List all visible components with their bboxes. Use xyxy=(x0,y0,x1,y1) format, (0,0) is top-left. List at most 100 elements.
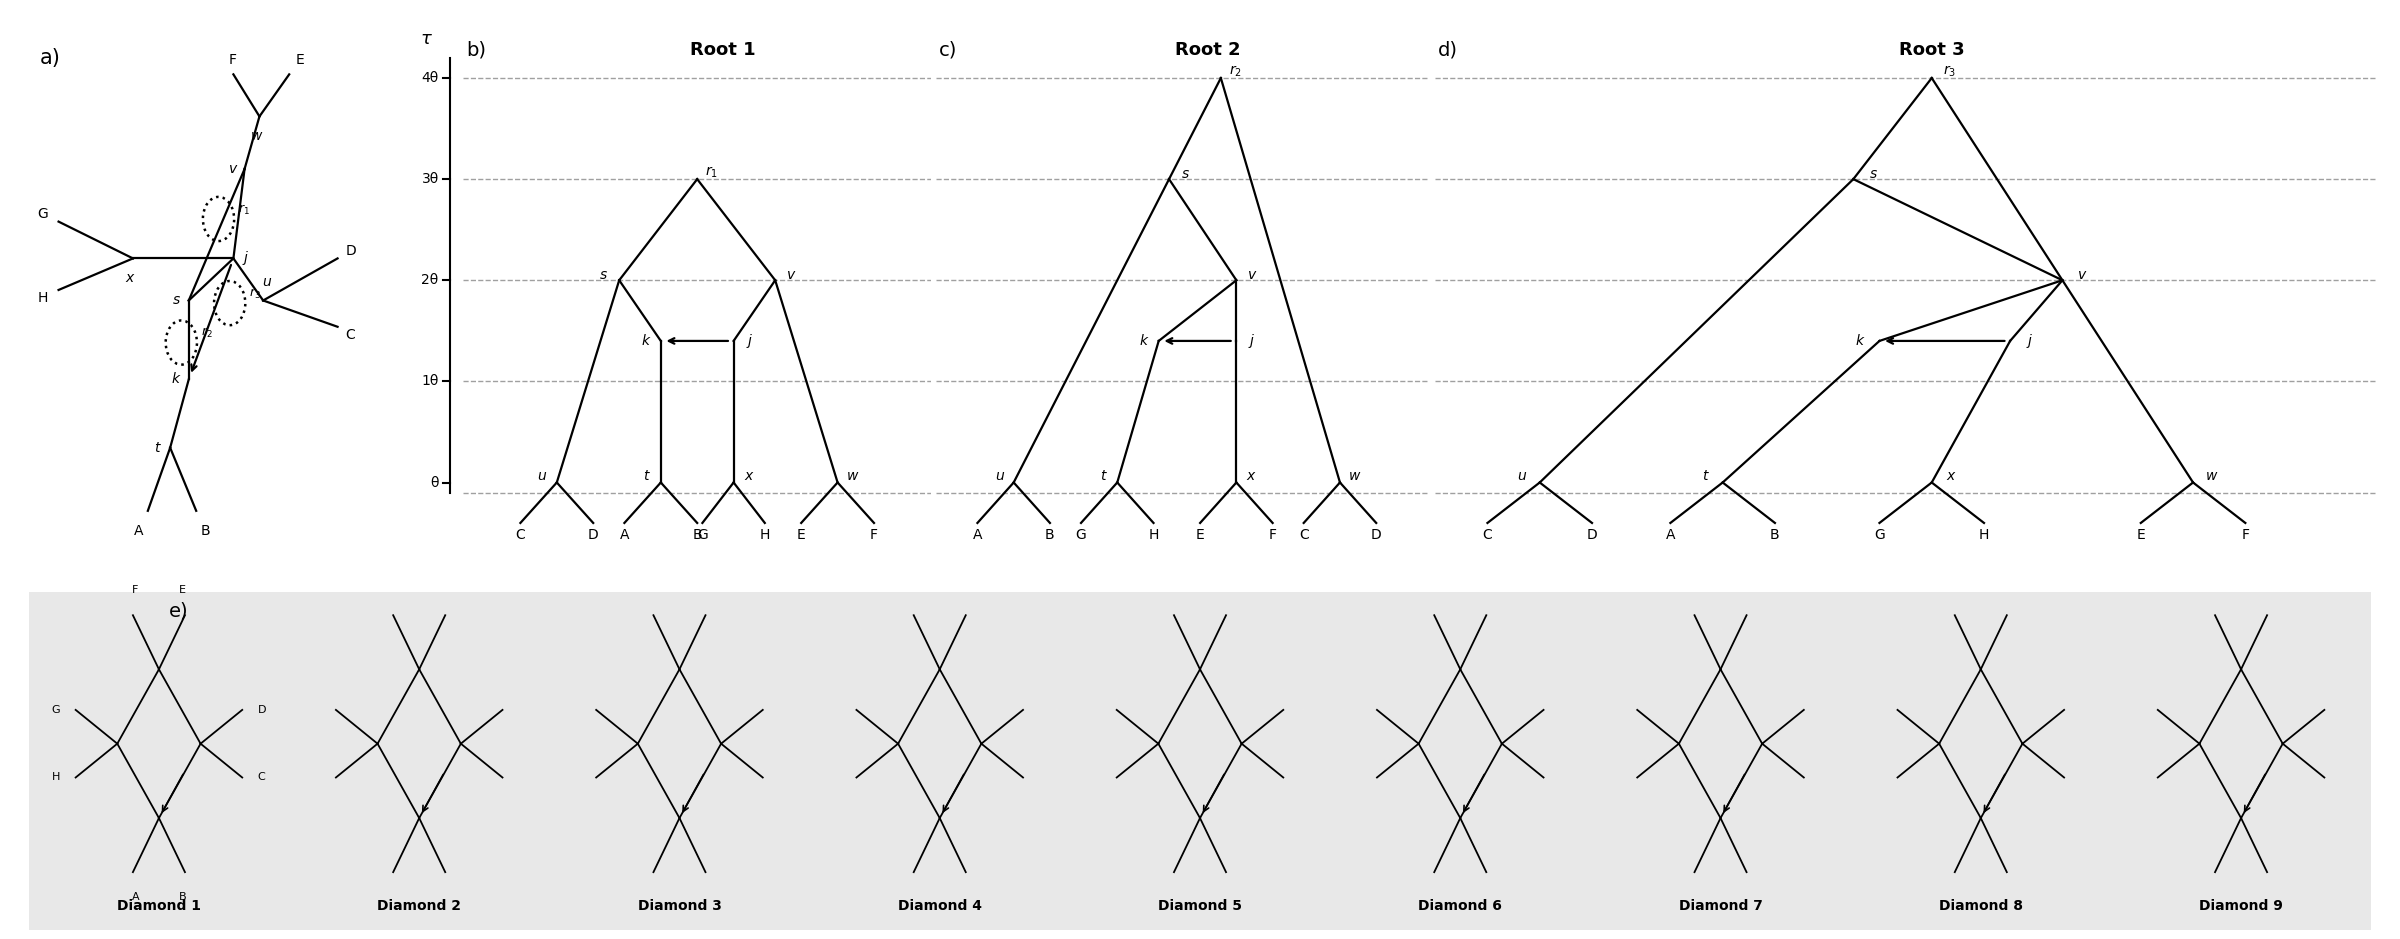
Text: C: C xyxy=(516,528,526,542)
Text: F: F xyxy=(228,53,238,67)
Text: E: E xyxy=(295,53,305,67)
Text: Root 2: Root 2 xyxy=(1176,40,1241,58)
Text: 1θ: 1θ xyxy=(422,375,439,389)
Text: k: k xyxy=(1855,334,1865,348)
Text: x: x xyxy=(1946,470,1954,484)
Text: F: F xyxy=(132,585,139,595)
Text: u: u xyxy=(1517,470,1526,484)
Text: B: B xyxy=(178,892,187,902)
Text: b): b) xyxy=(466,40,485,59)
Text: u: u xyxy=(538,470,545,484)
Text: w: w xyxy=(1349,470,1361,484)
Text: F: F xyxy=(2242,528,2249,542)
Text: D: D xyxy=(1586,528,1598,542)
Text: v: v xyxy=(2078,269,2086,283)
Text: k: k xyxy=(641,334,648,348)
Text: A: A xyxy=(132,892,139,902)
Text: Diamond 4: Diamond 4 xyxy=(898,899,982,913)
Text: B: B xyxy=(1044,528,1054,542)
Text: C: C xyxy=(346,328,355,342)
Text: Root 3: Root 3 xyxy=(1898,40,1966,58)
Text: s: s xyxy=(173,294,180,307)
Text: A: A xyxy=(134,524,144,538)
Text: B: B xyxy=(1771,528,1781,542)
Text: D: D xyxy=(257,705,266,715)
FancyBboxPatch shape xyxy=(0,585,2400,936)
Text: H: H xyxy=(1147,528,1159,542)
Text: 3θ: 3θ xyxy=(422,172,439,186)
Text: d): d) xyxy=(1438,40,1457,59)
Text: t: t xyxy=(1099,470,1106,484)
Text: k: k xyxy=(1140,334,1147,348)
Text: w: w xyxy=(250,130,262,144)
Text: x: x xyxy=(1246,470,1255,484)
Text: j: j xyxy=(242,252,247,266)
Text: a): a) xyxy=(41,48,60,68)
Text: F: F xyxy=(1270,528,1277,542)
Text: t: t xyxy=(154,440,161,454)
Text: c): c) xyxy=(938,40,958,59)
Text: E: E xyxy=(2136,528,2146,542)
Text: Diamond 3: Diamond 3 xyxy=(638,899,722,913)
Text: τ: τ xyxy=(420,30,432,48)
Text: H: H xyxy=(53,773,60,782)
Text: v: v xyxy=(1248,269,1255,283)
Text: A: A xyxy=(1666,528,1675,542)
Text: A: A xyxy=(972,528,982,542)
Text: H: H xyxy=(38,291,48,305)
Text: s: s xyxy=(1183,167,1190,181)
Text: E: E xyxy=(1195,528,1205,542)
Text: Diamond 9: Diamond 9 xyxy=(2198,899,2282,913)
Text: $r_1$: $r_1$ xyxy=(706,164,718,179)
Text: x: x xyxy=(744,470,751,484)
Text: G: G xyxy=(38,207,48,221)
Text: D: D xyxy=(1370,528,1382,542)
Text: Diamond 1: Diamond 1 xyxy=(118,899,202,913)
Text: C: C xyxy=(1298,528,1308,542)
Text: s: s xyxy=(600,269,607,283)
Text: A: A xyxy=(619,528,629,542)
Text: B: B xyxy=(691,528,703,542)
Text: B: B xyxy=(202,524,211,538)
Text: x: x xyxy=(125,271,134,285)
Text: Diamond 7: Diamond 7 xyxy=(1678,899,1762,913)
Text: C: C xyxy=(257,773,266,782)
Text: $r_3$: $r_3$ xyxy=(1944,63,1956,79)
Text: j: j xyxy=(746,334,751,348)
Text: v: v xyxy=(787,269,794,283)
Text: u: u xyxy=(996,470,1003,484)
Text: D: D xyxy=(346,243,355,257)
Text: $r_3$: $r_3$ xyxy=(250,286,262,300)
Text: j: j xyxy=(1250,334,1253,348)
Text: $r_1$: $r_1$ xyxy=(238,203,250,217)
Text: G: G xyxy=(50,705,60,715)
Text: C: C xyxy=(1483,528,1493,542)
Text: $r_2$: $r_2$ xyxy=(1229,63,1241,79)
Text: v: v xyxy=(228,162,238,176)
Text: Diamond 2: Diamond 2 xyxy=(377,899,461,913)
Text: 2θ: 2θ xyxy=(422,273,439,287)
Text: H: H xyxy=(761,528,770,542)
Text: θ: θ xyxy=(430,475,439,489)
Text: E: E xyxy=(797,528,806,542)
Text: G: G xyxy=(1874,528,1884,542)
Text: k: k xyxy=(173,373,180,386)
Text: Diamond 5: Diamond 5 xyxy=(1157,899,1241,913)
Text: F: F xyxy=(871,528,878,542)
Text: u: u xyxy=(262,275,271,289)
Text: w: w xyxy=(2206,470,2218,484)
Text: $r_2$: $r_2$ xyxy=(202,326,214,340)
Text: s: s xyxy=(1870,167,1877,181)
Text: G: G xyxy=(696,528,708,542)
Text: Root 1: Root 1 xyxy=(691,40,756,58)
Text: Diamond 8: Diamond 8 xyxy=(1939,899,2023,913)
Text: w: w xyxy=(847,470,857,484)
Text: t: t xyxy=(1702,470,1706,484)
Text: t: t xyxy=(643,470,648,484)
Text: Diamond 6: Diamond 6 xyxy=(1418,899,1502,913)
Text: D: D xyxy=(588,528,598,542)
Text: H: H xyxy=(1980,528,1990,542)
Text: E: E xyxy=(180,585,185,595)
Text: 4θ: 4θ xyxy=(422,71,439,85)
Text: G: G xyxy=(1075,528,1087,542)
